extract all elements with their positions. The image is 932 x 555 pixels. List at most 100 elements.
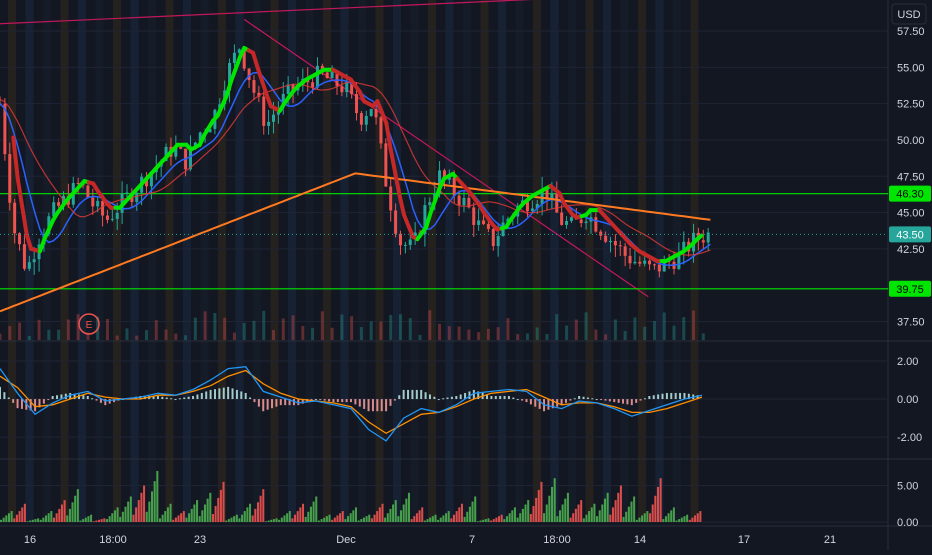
macd-pane[interactable] — [0, 366, 703, 442]
candle-body[interactable] — [18, 233, 22, 245]
candle-body[interactable] — [428, 202, 432, 206]
macd-histogram-bar[interactable] — [442, 398, 445, 400]
trend-ribbon-segment[interactable] — [251, 50, 260, 70]
volume-bar[interactable] — [116, 507, 119, 522]
volume-bar[interactable] — [572, 513, 575, 522]
macd-histogram-bar[interactable] — [389, 399, 392, 406]
candle-body[interactable] — [291, 84, 295, 91]
volume-bar[interactable] — [484, 519, 487, 522]
trend-ribbon-segment[interactable] — [228, 67, 238, 84]
volume-bar[interactable] — [519, 513, 522, 522]
candle-body[interactable] — [594, 217, 598, 232]
candle-body[interactable] — [652, 264, 656, 266]
trend-ribbon-segment[interactable] — [393, 170, 402, 198]
macd-histogram-bar[interactable] — [551, 399, 554, 409]
macd-histogram-bar[interactable] — [534, 399, 537, 407]
candle-body[interactable] — [633, 261, 637, 264]
candle-body[interactable] — [52, 202, 56, 217]
candle-body[interactable] — [325, 72, 329, 79]
volume-bar[interactable] — [535, 497, 538, 522]
volume-bar[interactable] — [341, 511, 344, 522]
trend-ribbon-segment[interactable] — [424, 210, 433, 230]
macd-histogram-bar[interactable] — [358, 399, 361, 407]
macd-histogram-bar[interactable] — [60, 394, 63, 400]
volume-bar[interactable] — [254, 508, 257, 522]
volume-bar[interactable] — [135, 507, 138, 522]
volume-bar[interactable] — [63, 500, 66, 522]
volume-bar[interactable] — [132, 514, 135, 522]
macd-histogram-bar[interactable] — [446, 397, 449, 400]
macd-histogram-bar[interactable] — [152, 396, 155, 400]
volume-bar[interactable] — [508, 513, 511, 522]
candle-body[interactable] — [27, 262, 31, 269]
volume-bar[interactable] — [47, 513, 50, 522]
macd-histogram-bar[interactable] — [7, 397, 10, 400]
volume-bar[interactable] — [309, 506, 312, 522]
macd-histogram-bar[interactable] — [73, 393, 76, 400]
volume-bar[interactable] — [264, 521, 267, 522]
macd-histogram-bar[interactable] — [16, 399, 19, 409]
macd-histogram-bar[interactable] — [380, 399, 383, 412]
macd-histogram-bar[interactable] — [472, 389, 475, 400]
macd-histogram-bar[interactable] — [402, 389, 405, 400]
macd-histogram-bar[interactable] — [468, 391, 471, 400]
macd-histogram-bar[interactable] — [613, 399, 616, 403]
volume-bar[interactable] — [442, 515, 445, 522]
trend-ribbon-segment[interactable] — [224, 79, 233, 99]
volume-bar[interactable] — [0, 519, 3, 522]
macd-histogram-bar[interactable] — [271, 399, 274, 409]
volume-bar[interactable] — [429, 517, 432, 522]
candle-body[interactable] — [389, 186, 393, 211]
macd-histogram-bar[interactable] — [266, 399, 269, 410]
volume-bar[interactable] — [556, 516, 559, 522]
volume-bar[interactable] — [349, 513, 352, 522]
volume-bar[interactable] — [551, 486, 554, 522]
candle-body[interactable] — [228, 62, 232, 91]
volume-bar[interactable] — [490, 520, 493, 522]
volume-bar[interactable] — [188, 513, 191, 522]
volume-bar[interactable] — [296, 511, 299, 522]
macd-histogram-bar[interactable] — [284, 399, 287, 406]
volume-bar[interactable] — [317, 520, 320, 522]
volume-bar[interactable] — [307, 511, 310, 522]
volume-bar[interactable] — [180, 513, 183, 522]
candle-body[interactable] — [462, 197, 466, 206]
volume-bar[interactable] — [203, 504, 207, 522]
macd-histogram-bar[interactable] — [591, 398, 594, 400]
volume-bar[interactable] — [214, 505, 217, 522]
volume-bar[interactable] — [675, 520, 678, 522]
volume-bar[interactable] — [384, 517, 387, 522]
candle-body[interactable] — [8, 154, 12, 203]
macd-histogram-bar[interactable] — [328, 399, 331, 402]
volume-bar[interactable] — [688, 519, 691, 522]
macd-histogram-bar[interactable] — [578, 396, 581, 400]
candle-body[interactable] — [350, 81, 354, 95]
volume-bar[interactable] — [92, 521, 95, 522]
volume-bar[interactable] — [683, 516, 686, 522]
volume-bar[interactable] — [468, 506, 471, 522]
candle-body[interactable] — [638, 261, 642, 264]
volume-bar[interactable] — [198, 516, 201, 522]
volume-bar[interactable] — [656, 486, 660, 522]
macd-histogram-bar[interactable] — [218, 388, 221, 400]
macd-histogram-bar[interactable] — [51, 396, 54, 400]
macd-histogram-bar[interactable] — [486, 394, 489, 400]
volume-bar[interactable] — [262, 489, 265, 522]
volume-bar[interactable] — [7, 513, 10, 522]
volume-bar[interactable] — [145, 511, 148, 522]
candle-body[interactable] — [86, 185, 90, 198]
candle-body[interactable] — [101, 200, 105, 216]
volume-bar[interactable] — [294, 514, 297, 522]
volume-bar[interactable] — [646, 511, 649, 522]
volume-bar[interactable] — [574, 508, 577, 522]
volume-bar[interactable] — [34, 519, 37, 522]
volume-bar[interactable] — [564, 498, 567, 522]
macd-histogram-bar[interactable] — [661, 393, 664, 400]
volume-bar[interactable] — [29, 520, 32, 522]
volume-bar[interactable] — [582, 518, 585, 522]
macd-histogram-bar[interactable] — [507, 396, 510, 400]
candle-body[interactable] — [208, 128, 212, 133]
candle-body[interactable] — [565, 221, 569, 225]
volume-bar[interactable] — [129, 496, 132, 522]
candle-body[interactable] — [599, 231, 603, 236]
